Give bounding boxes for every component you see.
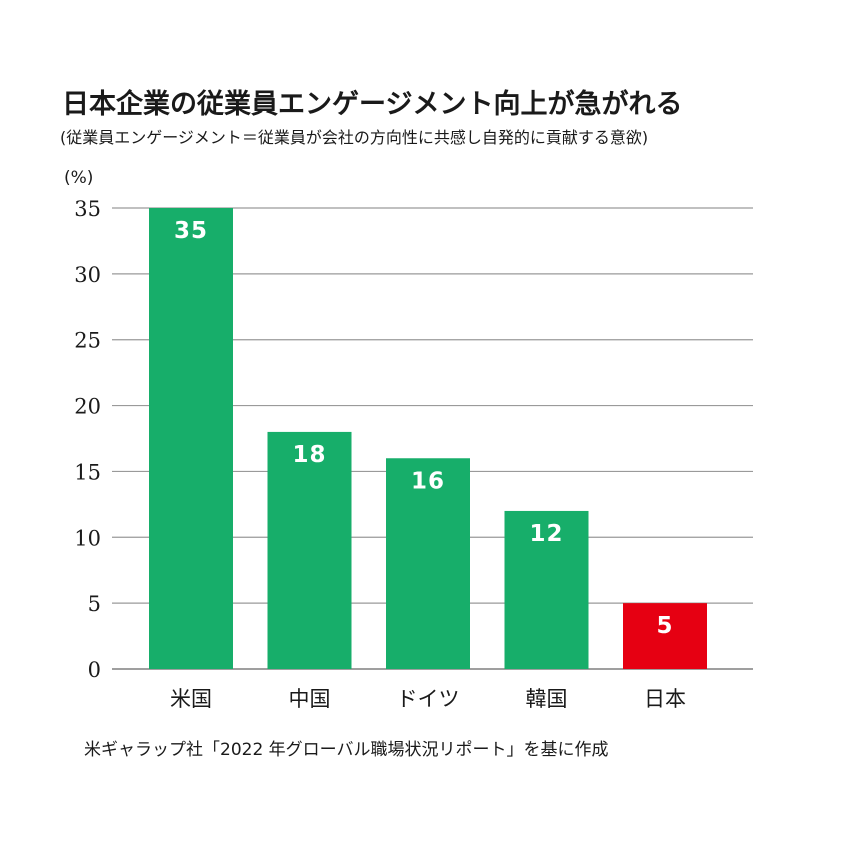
source-note: 米ギャラップ社「2022 年グローバル職場状況リポート」を基に作成 [84, 740, 609, 760]
chart-subtitle: (従業員エンゲージメント＝従業員が会社の方向性に共感し自発的に貢献する意欲) [60, 128, 649, 147]
bar [386, 458, 470, 669]
y-tick-label: 35 [74, 197, 101, 221]
x-tick-label: 米国 [170, 687, 212, 711]
data-label: 12 [529, 521, 563, 547]
x-tick-label: 中国 [289, 687, 331, 711]
data-label: 18 [292, 442, 326, 468]
bar [504, 510, 589, 669]
data-label: 35 [174, 218, 208, 244]
y-tick-label: 20 [74, 395, 101, 419]
y-axis-unit: (%) [64, 168, 93, 188]
y-tick-label: 25 [74, 329, 101, 353]
bar [149, 208, 233, 669]
x-tick-label: 韓国 [526, 687, 568, 711]
y-tick-label: 10 [74, 526, 101, 550]
y-tick-label: 30 [74, 263, 101, 287]
x-tick-label: ドイツ [397, 687, 460, 711]
chart-title: 日本企業の従業員エンゲージメント向上が急がれる [62, 89, 683, 120]
data-label: 5 [656, 613, 673, 639]
y-tick-label: 5 [88, 592, 101, 616]
y-tick-label: 15 [74, 460, 101, 484]
data-label: 16 [411, 468, 445, 494]
bar [267, 431, 352, 669]
bar [623, 603, 707, 669]
y-tick-label: 0 [88, 658, 101, 682]
x-tick-label: 日本 [644, 687, 686, 711]
